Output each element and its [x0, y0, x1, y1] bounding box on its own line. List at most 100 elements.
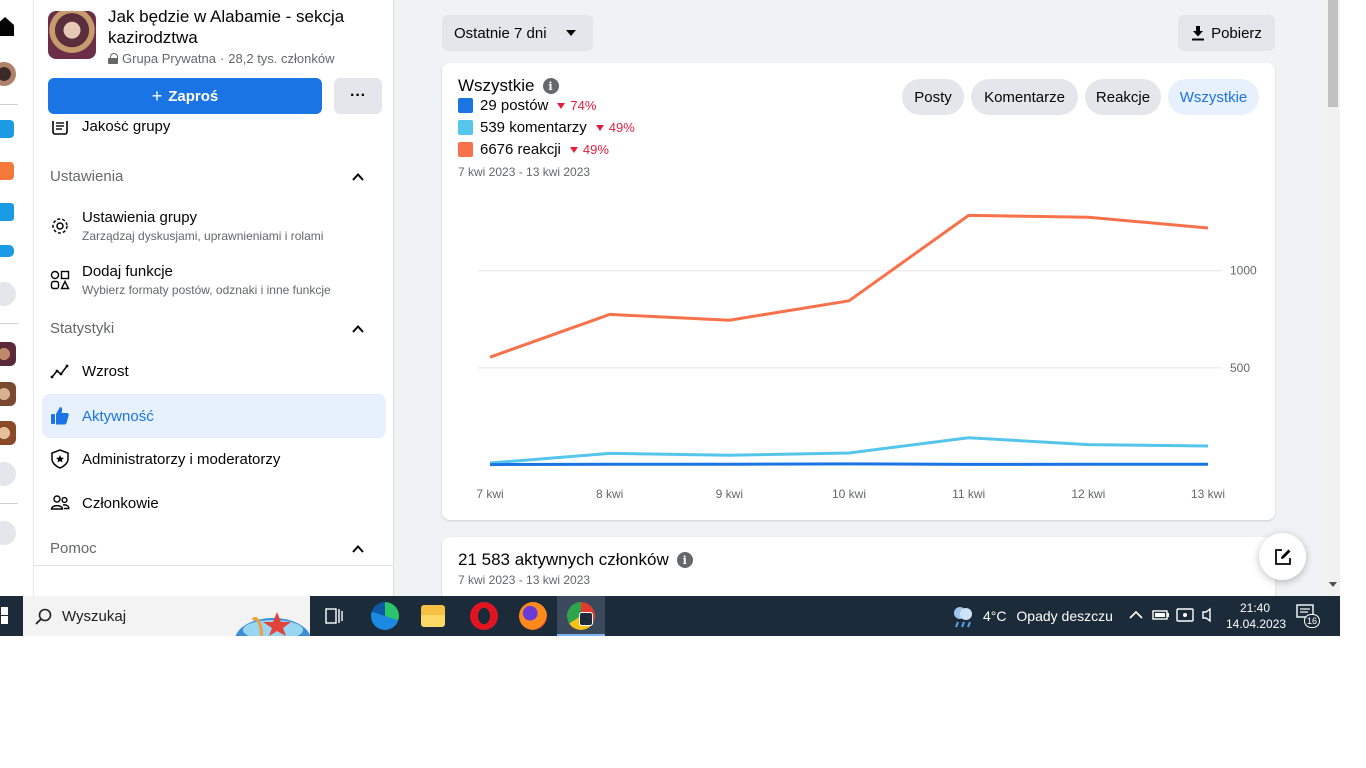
y-tick-label: 500 — [1230, 361, 1250, 375]
chevron-up-icon[interactable] — [352, 171, 364, 183]
compose-icon — [1274, 548, 1291, 565]
page-scrollbar[interactable] — [1325, 0, 1340, 596]
section-header-stats: Statystyki — [50, 320, 115, 337]
weather-rain-icon[interactable] — [950, 604, 976, 628]
tab-comments[interactable]: Komentarze — [971, 79, 1078, 115]
delta-badge: 49% — [569, 142, 609, 157]
opera-icon[interactable] — [470, 602, 498, 630]
gaming-icon[interactable] — [0, 245, 14, 257]
scrollbar-thumb[interactable] — [1328, 0, 1338, 107]
document-icon — [52, 121, 68, 135]
date-range-dropdown[interactable]: Ostatnie 7 dni — [442, 15, 593, 51]
tab-reactions[interactable]: Reakcje — [1085, 79, 1161, 115]
groups-icon[interactable] — [0, 462, 16, 486]
sidebar-item-activity[interactable]: Aktywność — [42, 394, 386, 438]
invite-button[interactable]: + Zaproś — [48, 78, 322, 114]
shield-star-icon — [51, 449, 69, 469]
search-highlight-illustration — [235, 612, 310, 636]
main-content: Ostatnie 7 dni Pobierz Wszystkie i 29 po… — [395, 0, 1325, 596]
info-icon[interactable]: i — [676, 552, 693, 568]
legend-swatch-reactions — [458, 142, 473, 157]
tab-posts[interactable]: Posty — [902, 79, 964, 115]
rail-divider — [0, 503, 18, 504]
taskbar-active-app[interactable] — [557, 596, 605, 636]
group-privacy: Grupa Prywatna — [122, 51, 216, 66]
y-tick-label: 1000 — [1230, 264, 1257, 278]
group-sidebar: Jak będzie w Alabamie - sekcja kazirodzt… — [34, 0, 394, 596]
file-explorer-icon[interactable] — [421, 605, 445, 627]
windows-start-icon[interactable] — [0, 607, 8, 625]
group-title[interactable]: Jak będzie w Alabamie - sekcja kazirodzt… — [108, 7, 345, 47]
profile-avatar-icon[interactable] — [0, 62, 16, 86]
active-members-date-range: 7 kwi 2023 - 13 kwi 2023 — [458, 573, 591, 587]
gear-icon — [52, 218, 68, 234]
chrome-badge-icon — [579, 612, 593, 626]
shapes-icon — [50, 270, 70, 290]
chevron-up-icon[interactable] — [352, 543, 364, 555]
shortcut-avatar-icon[interactable] — [0, 421, 16, 445]
series-line-komentarzy[interactable] — [489, 436, 1209, 465]
new-message-button[interactable] — [1259, 533, 1306, 580]
groups-store-icon[interactable] — [0, 203, 14, 221]
watch-icon[interactable] — [0, 120, 14, 138]
sidebar-item-add-features[interactable]: Dodaj funkcje Wybierz formaty postów, od… — [42, 257, 386, 303]
notification-center-icon[interactable]: 16 — [1296, 604, 1320, 628]
chevron-up-tray-icon[interactable] — [1129, 610, 1143, 620]
legend-swatch-posts — [458, 98, 473, 113]
shortcut-avatar-icon[interactable] — [0, 342, 16, 366]
section-header-settings: Ustawienia — [50, 168, 124, 185]
x-tick-label: 9 kwi — [716, 487, 743, 501]
activity-card: Wszystkie i 29 postów 74% 539 komentarzy… — [442, 63, 1275, 520]
chevron-up-icon[interactable] — [352, 323, 364, 335]
more-dots-icon: ··· — [350, 87, 366, 104]
scroll-down-arrow-icon[interactable] — [1329, 582, 1337, 587]
members-icon — [50, 495, 70, 510]
more-options-button[interactable]: ··· — [334, 78, 382, 114]
tab-all[interactable]: Wszystkie — [1168, 79, 1259, 115]
legend-swatch-comments — [458, 120, 473, 135]
activity-line-chart: 500 1000 7 kwi 8 kwi 9 kwi 10 kwi 11 kwi 12 kwi… — [476, 213, 1257, 501]
series-line-reakcji[interactable] — [489, 213, 1209, 359]
sidebar-item-growth[interactable]: Wzrost — [42, 349, 386, 393]
caret-down-icon — [565, 30, 576, 36]
battery-icon[interactable] — [1152, 609, 1170, 621]
network-icon[interactable] — [1176, 607, 1194, 623]
windows-taskbar: Wyszukaj 4°C Opady deszczu 21:40 14.04.2… — [0, 596, 1340, 636]
group-avatar[interactable] — [48, 11, 96, 59]
shortcut-avatar-icon[interactable] — [0, 382, 16, 406]
activity-date-range: 7 kwi 2023 - 13 kwi 2023 — [458, 165, 591, 179]
activity-card-title: Wszystkie i — [458, 76, 559, 96]
down-triangle-icon — [595, 124, 604, 131]
home-icon[interactable] — [0, 16, 14, 36]
marketplace-icon[interactable] — [0, 162, 14, 180]
legend-posts: 29 postów 74% — [458, 97, 596, 114]
taskbar-clock[interactable]: 21:40 14.04.2023 — [1226, 601, 1287, 631]
task-view-icon[interactable] — [325, 607, 343, 625]
lock-icon — [108, 53, 118, 64]
active-members-card: 21 583 aktywnych członków i 7 kwi 2023 -… — [442, 537, 1275, 596]
delta-badge: 49% — [595, 120, 635, 135]
down-triangle-icon — [569, 146, 578, 153]
sidebar-item-group-quality[interactable]: Jakość grupy — [42, 121, 386, 137]
series-line-postów[interactable] — [489, 462, 1208, 467]
link-icon[interactable] — [0, 521, 16, 545]
sidebar-item-members[interactable]: Członkowie — [42, 481, 386, 525]
sidebar-item-group-settings[interactable]: Ustawienia grupy Zarządzaj dyskusjami, u… — [42, 203, 386, 249]
rail-divider — [0, 104, 18, 105]
group-member-count[interactable]: 28,2 tys. członków — [228, 51, 335, 66]
firefox-icon[interactable] — [519, 602, 547, 630]
taskbar-search-box[interactable]: Wyszukaj — [23, 596, 310, 636]
legend-comments: 539 komentarzy 49% — [458, 119, 635, 136]
x-tick-label: 7 kwi — [476, 487, 503, 501]
menu-grid-icon[interactable] — [0, 282, 16, 306]
weather-widget[interactable]: 4°C Opady deszczu — [983, 608, 1113, 624]
sidebar-divider — [34, 565, 393, 566]
screen-edge — [1340, 0, 1366, 768]
info-icon[interactable]: i — [542, 78, 559, 94]
thumbs-up-icon — [51, 407, 69, 425]
edge-icon[interactable] — [371, 602, 399, 630]
download-button[interactable]: Pobierz — [1178, 15, 1275, 51]
sidebar-item-admins[interactable]: Administratorzy i moderatorzy — [42, 437, 386, 481]
speaker-icon[interactable] — [1201, 607, 1215, 623]
rail-divider — [0, 323, 18, 324]
